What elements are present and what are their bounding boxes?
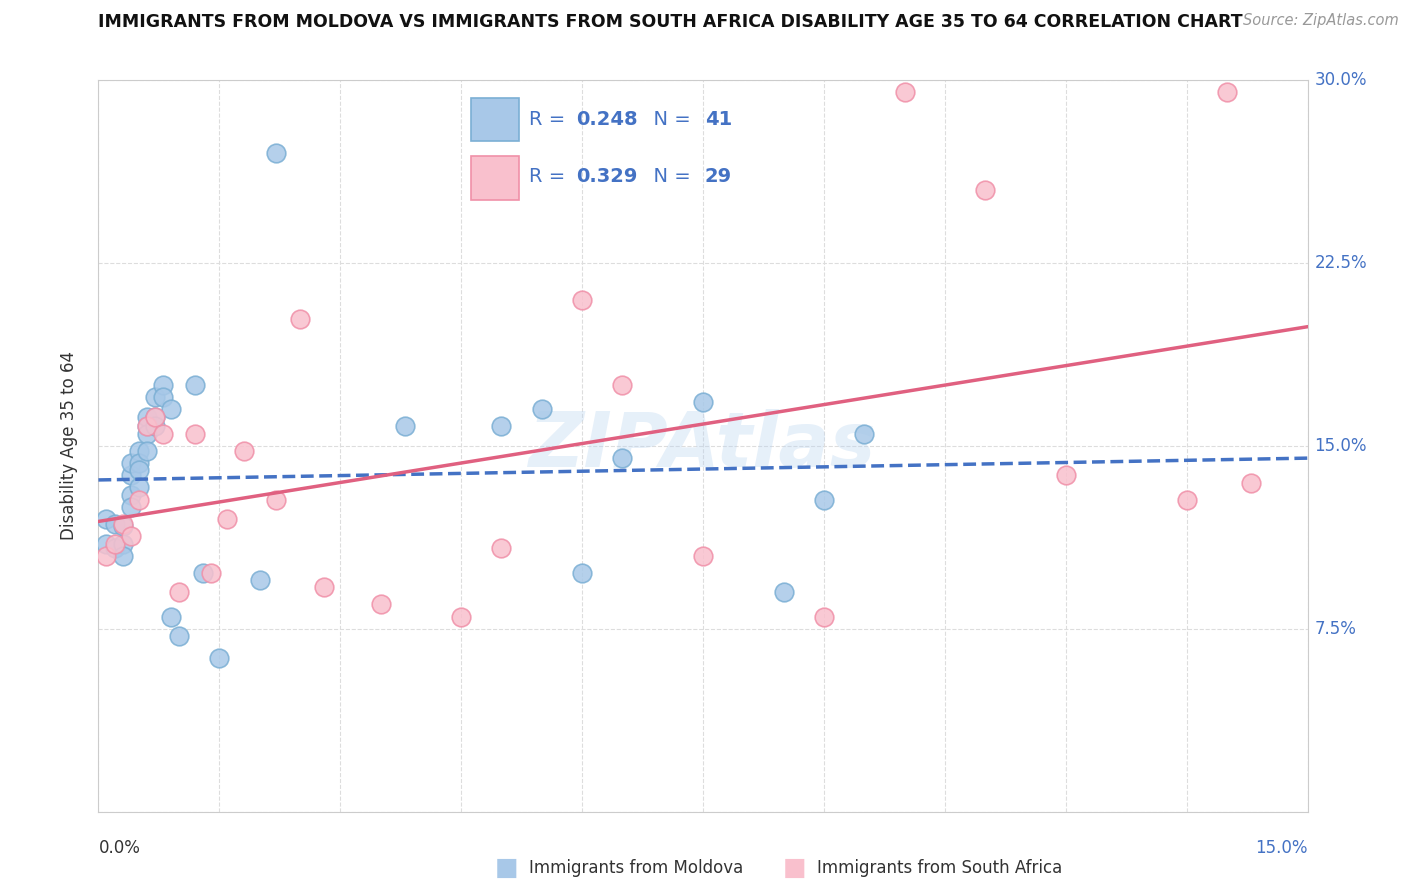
Point: [143, 409, 166, 424]
Point: [692, 549, 714, 563]
Y-axis label: Disability Age 35 to 64: Disability Age 35 to 64: [59, 351, 77, 541]
Point: [160, 402, 183, 417]
Point: [394, 419, 416, 434]
Point: [120, 488, 142, 502]
Point: [184, 426, 207, 441]
Point: [288, 312, 311, 326]
Point: [128, 456, 150, 470]
Point: [135, 443, 157, 458]
Point: [184, 378, 207, 392]
Point: [813, 492, 835, 507]
Point: [853, 426, 876, 441]
Text: ■: ■: [783, 856, 806, 880]
Point: [152, 426, 174, 441]
Point: [264, 146, 287, 161]
Point: [612, 451, 634, 466]
Text: 22.5%: 22.5%: [1315, 254, 1367, 272]
Point: [143, 409, 166, 424]
Point: [96, 549, 118, 563]
Point: [143, 390, 166, 404]
Text: 7.5%: 7.5%: [1315, 620, 1357, 638]
Text: ■: ■: [495, 856, 517, 880]
Point: [772, 585, 794, 599]
Point: [128, 492, 150, 507]
Point: [111, 516, 134, 531]
Point: [152, 378, 174, 392]
Point: [217, 512, 239, 526]
Point: [96, 512, 118, 526]
Point: [193, 566, 215, 580]
Point: [103, 536, 125, 550]
Point: [96, 536, 118, 550]
Text: Source: ZipAtlas.com: Source: ZipAtlas.com: [1243, 13, 1399, 29]
Text: Immigrants from South Africa: Immigrants from South Africa: [817, 859, 1062, 877]
Text: IMMIGRANTS FROM MOLDOVA VS IMMIGRANTS FROM SOUTH AFRICA DISABILITY AGE 35 TO 64 : IMMIGRANTS FROM MOLDOVA VS IMMIGRANTS FR…: [98, 13, 1243, 31]
Point: [167, 585, 190, 599]
Point: [103, 516, 125, 531]
Point: [200, 566, 222, 580]
Point: [120, 468, 142, 483]
Point: [813, 609, 835, 624]
Point: [491, 419, 513, 434]
Point: [103, 541, 125, 556]
Point: [450, 609, 472, 624]
Point: [135, 409, 157, 424]
Point: [232, 443, 254, 458]
Point: [143, 419, 166, 434]
Point: [128, 463, 150, 477]
Point: [120, 529, 142, 543]
Point: [160, 609, 183, 624]
Point: [111, 519, 134, 533]
Point: [1240, 475, 1263, 490]
Point: [135, 426, 157, 441]
Point: [974, 183, 997, 197]
Point: [491, 541, 513, 556]
Point: [370, 598, 392, 612]
Text: 15.0%: 15.0%: [1315, 437, 1367, 455]
Point: [692, 395, 714, 409]
Text: Immigrants from Moldova: Immigrants from Moldova: [529, 859, 742, 877]
Point: [111, 536, 134, 550]
Point: [128, 480, 150, 494]
Point: [571, 566, 593, 580]
Point: [120, 500, 142, 514]
Point: [1175, 492, 1198, 507]
Point: [167, 629, 190, 643]
Point: [571, 293, 593, 307]
Point: [893, 86, 915, 100]
Text: 30.0%: 30.0%: [1315, 71, 1367, 89]
Point: [135, 419, 157, 434]
Point: [249, 573, 271, 587]
Point: [111, 549, 134, 563]
Point: [612, 378, 634, 392]
Point: [530, 402, 553, 417]
Point: [120, 456, 142, 470]
Point: [152, 390, 174, 404]
Point: [128, 443, 150, 458]
Point: [314, 581, 336, 595]
Point: [1216, 86, 1239, 100]
Point: [135, 419, 157, 434]
Text: 0.0%: 0.0%: [98, 839, 141, 857]
Point: [264, 492, 287, 507]
Point: [1054, 468, 1077, 483]
Point: [208, 651, 231, 665]
Text: 15.0%: 15.0%: [1256, 839, 1308, 857]
Text: ZIPAtlas: ZIPAtlas: [529, 409, 877, 483]
